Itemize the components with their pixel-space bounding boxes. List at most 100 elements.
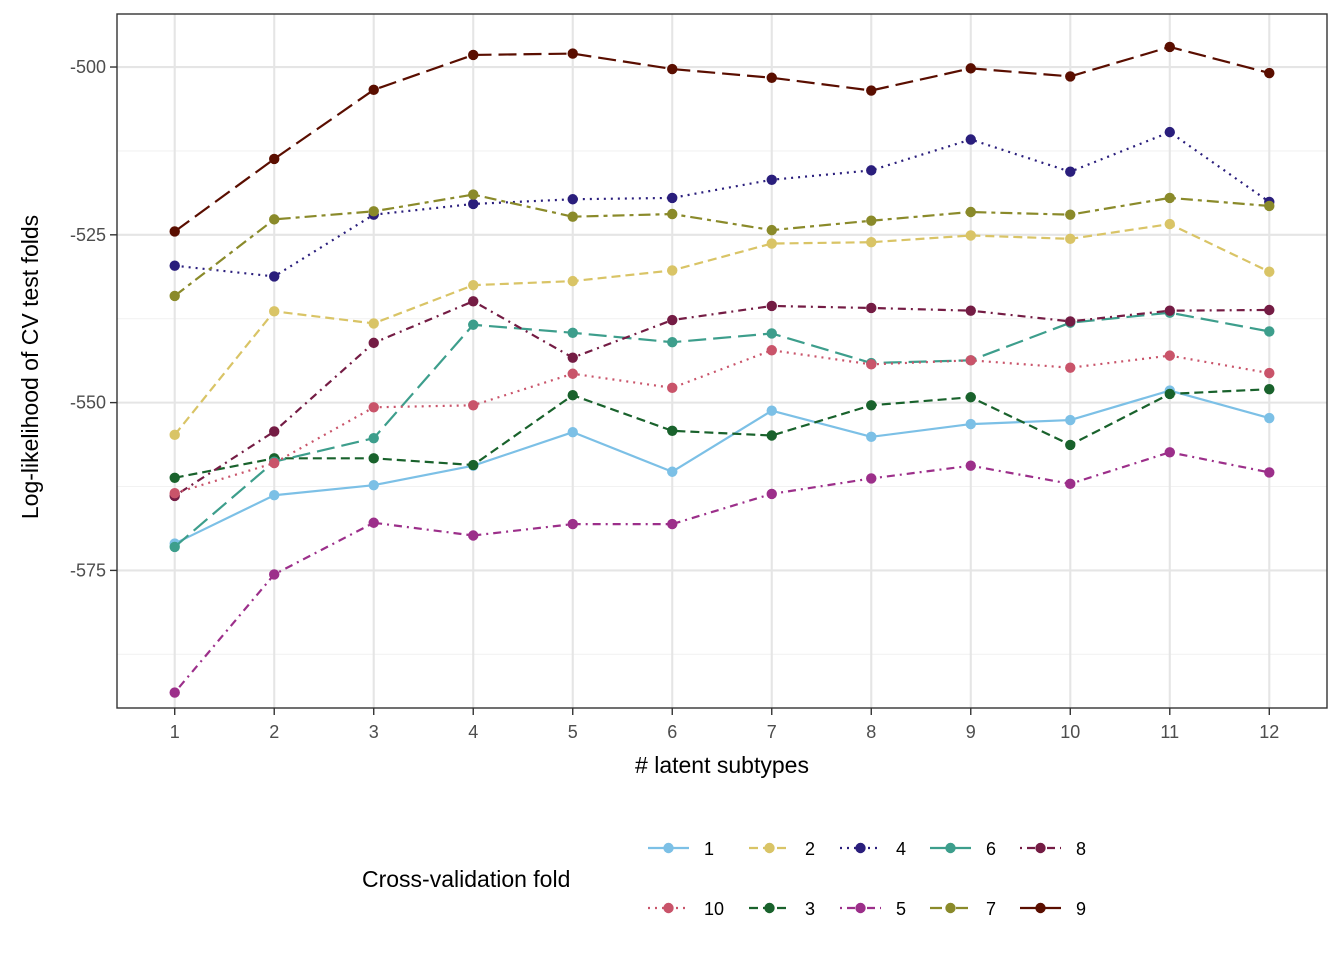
data-point — [1264, 266, 1275, 277]
data-point — [866, 237, 877, 248]
data-point — [965, 460, 976, 471]
data-point — [866, 359, 877, 370]
data-point — [169, 472, 180, 483]
data-point — [269, 306, 280, 317]
data-point — [269, 153, 280, 165]
legend-label: 2 — [805, 839, 815, 859]
x-tick-label: 3 — [369, 722, 379, 742]
data-point — [965, 305, 976, 316]
data-point — [667, 337, 678, 348]
data-point — [667, 314, 678, 326]
data-point — [567, 194, 578, 205]
y-tick-label: -525 — [70, 225, 106, 245]
data-point — [1164, 126, 1175, 138]
data-point — [368, 318, 379, 329]
legend-item-4: 4 — [840, 839, 906, 859]
legend-key-point — [663, 842, 674, 854]
data-point — [269, 569, 280, 580]
legend-label: 4 — [896, 839, 906, 859]
data-point — [1264, 200, 1275, 212]
data-point — [1065, 439, 1076, 451]
data-point — [368, 453, 379, 464]
series-line-6 — [173, 311, 1270, 548]
data-point — [866, 431, 877, 443]
data-point — [1164, 305, 1175, 316]
legend-item-2: 2 — [749, 839, 815, 859]
data-point — [965, 134, 976, 145]
legend-item-1: 1 — [648, 839, 714, 859]
data-point — [567, 48, 578, 59]
series-10 — [169, 345, 1275, 499]
data-point — [766, 430, 777, 441]
data-point — [667, 192, 678, 204]
data-point — [169, 226, 180, 237]
legend-item-5: 5 — [840, 899, 906, 919]
data-point — [667, 265, 678, 276]
data-point — [368, 337, 379, 349]
series-9 — [169, 41, 1275, 237]
data-point — [468, 319, 479, 330]
data-point — [965, 230, 976, 241]
data-point — [567, 211, 578, 222]
data-point — [965, 418, 976, 430]
series-line-2 — [173, 222, 1270, 436]
data-point — [1065, 233, 1076, 245]
data-point — [766, 345, 777, 356]
y-axis-title: Log-likelihood of CV test folds — [17, 215, 43, 519]
legend-key-point — [945, 842, 956, 854]
series-line-7 — [174, 193, 1270, 297]
data-point — [667, 466, 678, 477]
data-point — [567, 275, 578, 287]
series-3 — [169, 383, 1275, 483]
data-point — [866, 302, 877, 314]
data-point — [1164, 218, 1175, 230]
legend-item-3: 3 — [749, 899, 815, 919]
data-point — [1065, 166, 1076, 177]
data-point — [866, 400, 877, 411]
data-point — [1065, 316, 1076, 327]
data-point — [169, 488, 180, 499]
data-point — [667, 208, 678, 220]
data-point — [567, 352, 578, 363]
series-5 — [169, 447, 1275, 698]
data-point — [1264, 383, 1275, 395]
x-tick-label: 5 — [568, 722, 578, 742]
data-point — [1264, 67, 1275, 79]
data-point — [468, 296, 479, 307]
data-point — [1264, 412, 1275, 424]
legend-label: 3 — [805, 899, 815, 919]
data-point — [766, 488, 777, 500]
data-point — [1264, 367, 1275, 379]
y-tick-label: -575 — [70, 560, 106, 580]
panel-border — [116, 13, 1328, 709]
series-line-5 — [173, 451, 1270, 694]
x-axis: 1 2 3 4 5 6 7 8 9 10 11 12 — [170, 708, 1279, 742]
data-point — [169, 290, 180, 302]
legend-title: Cross-validation fold — [362, 866, 570, 892]
data-point — [667, 518, 678, 530]
legend-label: 10 — [704, 899, 724, 919]
data-point — [269, 490, 280, 501]
data-point — [269, 214, 280, 225]
legend-item-8: 8 — [1020, 839, 1086, 859]
series-line-3 — [174, 388, 1270, 479]
x-tick-label: 9 — [966, 722, 976, 742]
data-point — [468, 49, 479, 61]
data-point — [1264, 304, 1275, 316]
data-point — [667, 382, 678, 394]
data-point — [468, 198, 479, 210]
series-8 — [169, 296, 1275, 502]
data-point — [169, 429, 180, 441]
data-point — [1164, 350, 1175, 361]
y-tick-label: -500 — [70, 57, 106, 77]
legend-item-6: 6 — [930, 839, 996, 859]
series-7 — [169, 189, 1275, 302]
series-line-8 — [174, 300, 1270, 497]
legend-key-point — [663, 902, 674, 914]
panel-background — [117, 14, 1327, 708]
data-point — [368, 206, 379, 217]
data-point — [1065, 71, 1076, 82]
data-point — [766, 72, 777, 83]
data-point — [866, 215, 877, 226]
x-tick-label: 12 — [1259, 722, 1279, 742]
